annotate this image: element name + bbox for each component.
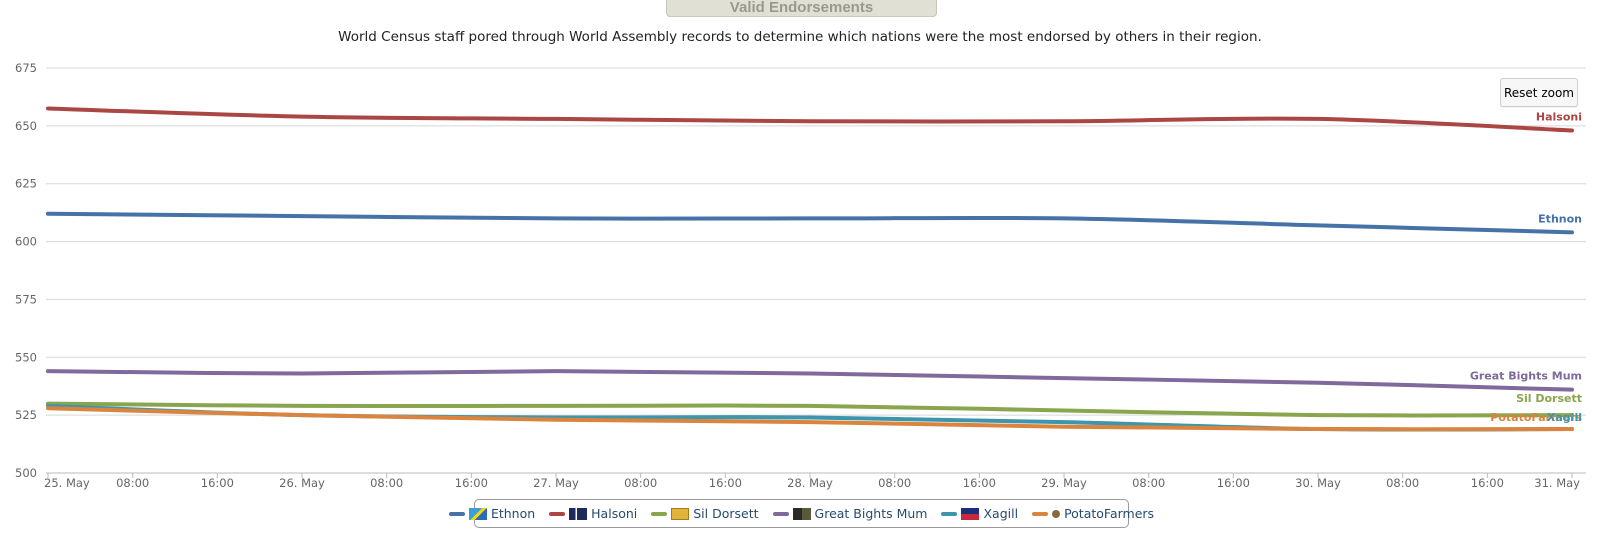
legend-item-xagill[interactable]: Xagill <box>941 506 1018 521</box>
legend-swatch <box>549 511 566 516</box>
series-line-sil-dorsett[interactable] <box>46 401 1574 418</box>
y-tick-label: 650 <box>15 119 37 133</box>
x-tick-label: 08:00 <box>1386 476 1419 490</box>
legend-label: Ethnon <box>490 506 536 521</box>
x-tick-label: 29. May <box>1041 476 1087 490</box>
y-tick-label: 500 <box>15 466 37 480</box>
y-tick-label: 550 <box>15 350 37 364</box>
legend-item-halsoni[interactable]: Halsoni <box>549 506 637 521</box>
potato-farmers-flag-icon <box>1052 509 1061 518</box>
legend-label: PotatoFarmers <box>1064 506 1155 521</box>
ethnon-flag-icon <box>468 507 487 520</box>
legend-label: Sil Dorsett <box>693 506 759 521</box>
x-tick-label: 16:00 <box>455 476 488 490</box>
chart-legend: Ethnon Halsoni Sil Dorsett Great Bights … <box>448 499 1154 528</box>
legend-label: Halsoni <box>591 506 638 521</box>
series-line-xagill[interactable] <box>46 403 1574 432</box>
legend-swatch <box>448 511 465 516</box>
legend-label: Xagill <box>983 506 1019 521</box>
x-tick-label: 08:00 <box>370 476 403 490</box>
series-line-ethnon[interactable] <box>46 211 1574 235</box>
great-bights-mum-flag-icon <box>792 507 811 520</box>
x-axis-ticks: 25. May 08:00 16:00 26. May 08:00 16:00 27. Ma… <box>44 473 1580 490</box>
reset-zoom-button[interactable]: Reset zoom <box>1500 78 1578 107</box>
x-tick-label: 30. May <box>1295 476 1341 490</box>
end-label-ethnon: Ethnon <box>1538 212 1582 225</box>
x-tick-label: 25. May <box>44 476 90 490</box>
legend-swatch <box>772 511 789 516</box>
x-tick-label: 08:00 <box>1132 476 1165 490</box>
legend-item-ethnon[interactable]: Ethnon <box>448 506 536 521</box>
x-tick-label: 27. May <box>533 476 579 490</box>
series-end-labels: Halsoni Ethnon Great Bights Mum Sil Dorsett… <box>1470 110 1583 424</box>
x-tick-label: 16:00 <box>1217 476 1250 490</box>
series-line-potatofarmers[interactable] <box>46 406 1574 432</box>
x-tick-label: 28. May <box>787 476 833 490</box>
series-line-great-bights-mum[interactable] <box>46 369 1574 392</box>
gridlines <box>46 67 1586 474</box>
end-label-great-bights-mum: Great Bights Mum <box>1470 370 1582 383</box>
y-axis-ticks: 500 525 550 575 600 625 650 675 <box>15 61 37 480</box>
chart-title: Valid Endorsements <box>666 0 937 17</box>
chart-subtitle: World Census staff pored through World A… <box>338 29 1262 45</box>
xagill-flag-icon <box>961 507 980 520</box>
end-label-halsoni: Halsoni <box>1536 110 1582 123</box>
legend-item-sil-dorsett[interactable]: Sil Dorsett <box>651 506 759 521</box>
x-tick-label: 08:00 <box>116 476 149 490</box>
sil-dorsett-flag-icon <box>671 507 690 520</box>
end-label-xagill: Xagill <box>1547 411 1582 424</box>
x-tick-label: 31. May <box>1534 476 1580 490</box>
legend-item-great-bights-mum[interactable]: Great Bights Mum <box>772 506 928 521</box>
legend-item-potato-farmers[interactable]: PotatoFarmers <box>1032 506 1154 521</box>
x-tick-label: 16:00 <box>201 476 234 490</box>
series-lines <box>46 106 1574 432</box>
legend-label: Great Bights Mum <box>814 506 928 521</box>
legend-swatch <box>651 511 668 516</box>
halsoni-flag-icon <box>569 507 588 520</box>
x-tick-label: 08:00 <box>624 476 657 490</box>
x-tick-label: 16:00 <box>709 476 742 490</box>
y-tick-label: 600 <box>15 235 37 249</box>
legend-swatch <box>1032 511 1049 516</box>
y-tick-label: 575 <box>15 292 37 306</box>
series-line-halsoni[interactable] <box>46 106 1574 133</box>
x-tick-label: 26. May <box>279 476 325 490</box>
x-tick-label: 08:00 <box>878 476 911 490</box>
y-tick-label: 525 <box>15 408 37 422</box>
end-label-potatofarmers: PotatoFarmers <box>1490 411 1582 424</box>
end-label-sil-dorsett: Sil Dorsett <box>1516 392 1582 405</box>
legend-swatch <box>941 511 958 516</box>
y-tick-label: 675 <box>15 61 37 75</box>
x-tick-label: 16:00 <box>963 476 996 490</box>
x-tick-label: 16:00 <box>1471 476 1504 490</box>
y-tick-label: 625 <box>15 177 37 191</box>
